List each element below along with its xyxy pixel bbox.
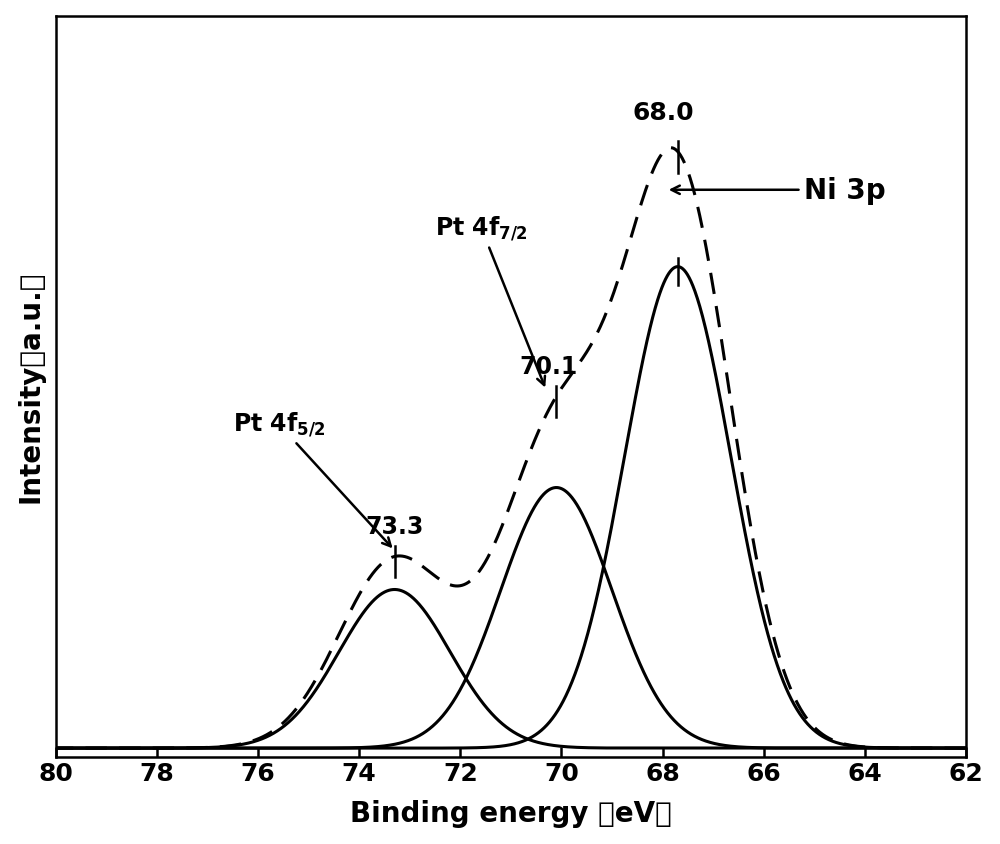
X-axis label: Binding energy （eV）: Binding energy （eV） <box>350 799 672 827</box>
Text: Pt 4f$_{5/2}$: Pt 4f$_{5/2}$ <box>233 411 391 547</box>
Text: Ni 3p: Ni 3p <box>671 176 886 204</box>
Text: 68.0: 68.0 <box>633 100 694 125</box>
Y-axis label: Intensity（a.u.）: Intensity（a.u.） <box>17 271 45 503</box>
Text: Pt 4f$_{7/2}$: Pt 4f$_{7/2}$ <box>435 215 545 386</box>
Text: 73.3: 73.3 <box>365 515 424 538</box>
Text: 70.1: 70.1 <box>520 354 578 379</box>
